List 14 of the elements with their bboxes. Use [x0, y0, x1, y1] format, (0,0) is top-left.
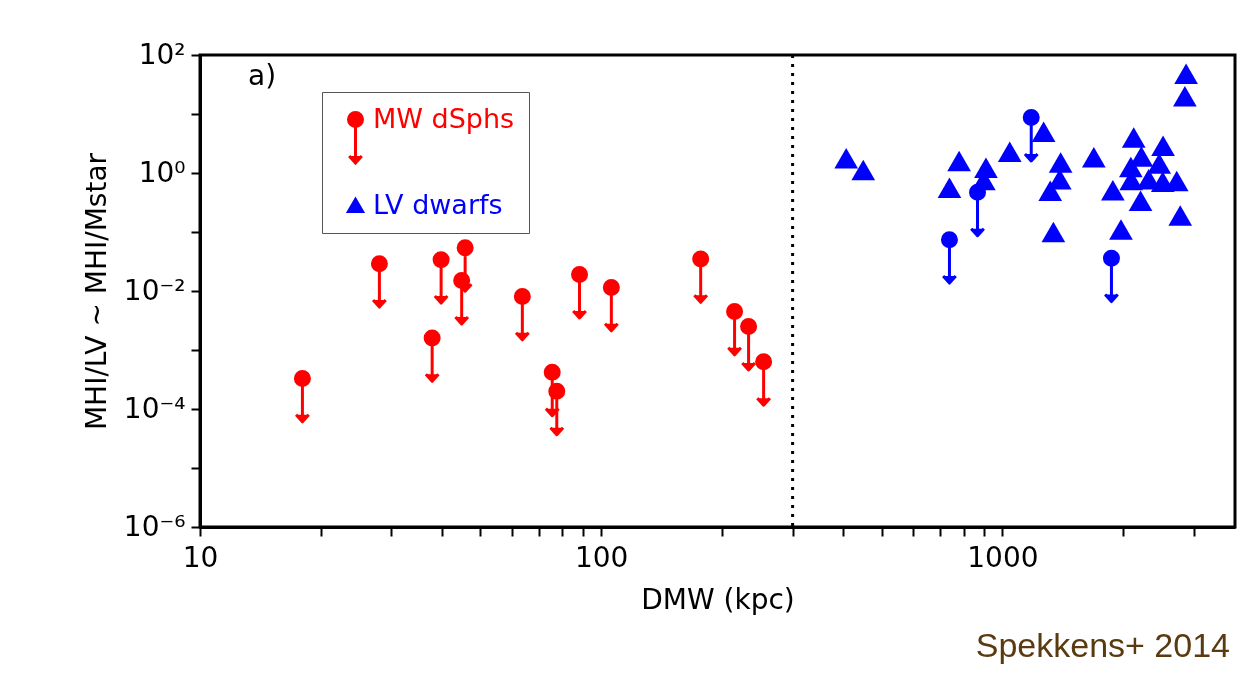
y-tick-label: 10⁻² — [123, 273, 186, 307]
y-tick-label: 10⁰ — [138, 155, 186, 189]
y-tick-label: 10² — [138, 37, 186, 71]
x-tick-label: 10 — [182, 540, 219, 574]
x-axis-title: DMW (kpc) — [641, 582, 795, 616]
legend-label: LV dwarfs — [373, 188, 503, 220]
text: Spekkens+ 2014 — [975, 626, 1230, 664]
y-tick-label: 10⁻⁴ — [123, 391, 186, 425]
x-tick-label: 1000 — [967, 540, 1039, 574]
annotation: a) — [248, 59, 277, 92]
y-axis-title: MHI/LV ~ MHI/Mstar — [79, 152, 113, 431]
legend-label: MW dSphs — [373, 102, 515, 134]
x-tick-label: 100 — [574, 540, 629, 574]
y-tick-label: 10⁻⁶ — [123, 509, 186, 543]
